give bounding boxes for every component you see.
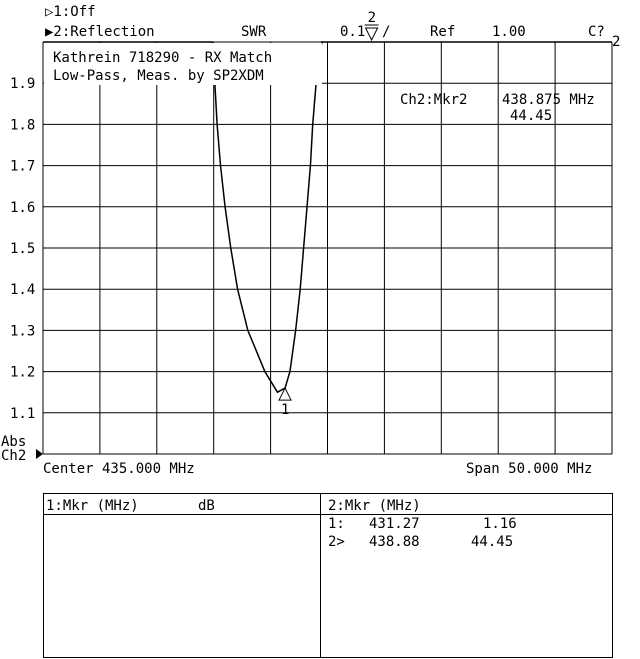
- scale-unit: /: [382, 24, 390, 40]
- cal-sub: 2: [612, 34, 620, 50]
- markers: 12: [278, 10, 379, 418]
- ref-pointer-icon: [36, 449, 43, 459]
- y-tick-label: 1.6: [10, 200, 35, 216]
- y-tick-label: 1.9: [10, 76, 35, 92]
- format-label: SWR: [241, 24, 267, 40]
- table-right-header: 2:Mkr (MHz): [328, 498, 421, 514]
- channel1-status[interactable]: ▷1:Off: [45, 4, 96, 20]
- y-tick-label: 1.1: [10, 406, 35, 422]
- annotation-line1: Kathrein 718290 - RX Match: [53, 50, 272, 66]
- table-left-header: 1:Mkr (MHz): [46, 498, 139, 514]
- svg-text:431.27: 431.27: [369, 516, 420, 532]
- svg-text:1.16: 1.16: [483, 516, 517, 532]
- y-tick-label: 1.3: [10, 323, 35, 339]
- marker-label: 2: [368, 10, 376, 26]
- abs-label: Abs: [1, 434, 26, 450]
- table-row: 1: 431.27 1.16: [328, 516, 517, 532]
- svg-text:44.45: 44.45: [471, 534, 513, 550]
- swr-trace: [43, 41, 612, 394]
- center-frequency[interactable]: Center 435.000 MHz: [43, 461, 195, 477]
- table-row: 2> 438.88 44.45: [328, 534, 513, 550]
- svg-text:1:: 1:: [328, 516, 345, 532]
- svg-text:438.88: 438.88: [369, 534, 420, 550]
- y-tick-label: 1.4: [10, 282, 35, 298]
- marker-1-icon[interactable]: [278, 386, 292, 401]
- y-tick-label: 1.8: [10, 117, 35, 133]
- y-tick-label: 1.2: [10, 365, 35, 381]
- y-tick-label: 1.5: [10, 241, 35, 257]
- span-frequency[interactable]: Span 50.000 MHz: [466, 461, 592, 477]
- marker-readout-label: Ch2:Mkr2: [400, 92, 467, 108]
- ref-label: Ref: [430, 24, 455, 40]
- marker-table: 1:Mkr (MHz) dB 2:Mkr (MHz) 1: 431.27 1.1…: [43, 493, 613, 658]
- svg-text:2>: 2>: [328, 534, 345, 550]
- y-tick-label: 1.7: [10, 159, 35, 175]
- ref-value: 1.00: [492, 24, 526, 40]
- marker-2-icon[interactable]: [364, 27, 379, 42]
- table-left-unit: dB: [198, 498, 215, 514]
- marker-readout-freq: 438.875 MHz: [502, 92, 595, 108]
- y-tick-labels: 1.1 1.2 1.3 1.4 1.5 1.6 1.7 1.8 1.9: [10, 76, 35, 422]
- marker-label: 1: [281, 402, 289, 418]
- scale-value: 0.1: [340, 24, 365, 40]
- cal-status: C?: [588, 24, 605, 40]
- annotation-line2: Low-Pass, Meas. by SP2XDM: [53, 68, 264, 84]
- marker-readout-value: 44.45: [510, 108, 552, 124]
- channel-label: Ch2: [1, 448, 26, 464]
- channel2-status[interactable]: ▶2:Reflection: [45, 24, 155, 40]
